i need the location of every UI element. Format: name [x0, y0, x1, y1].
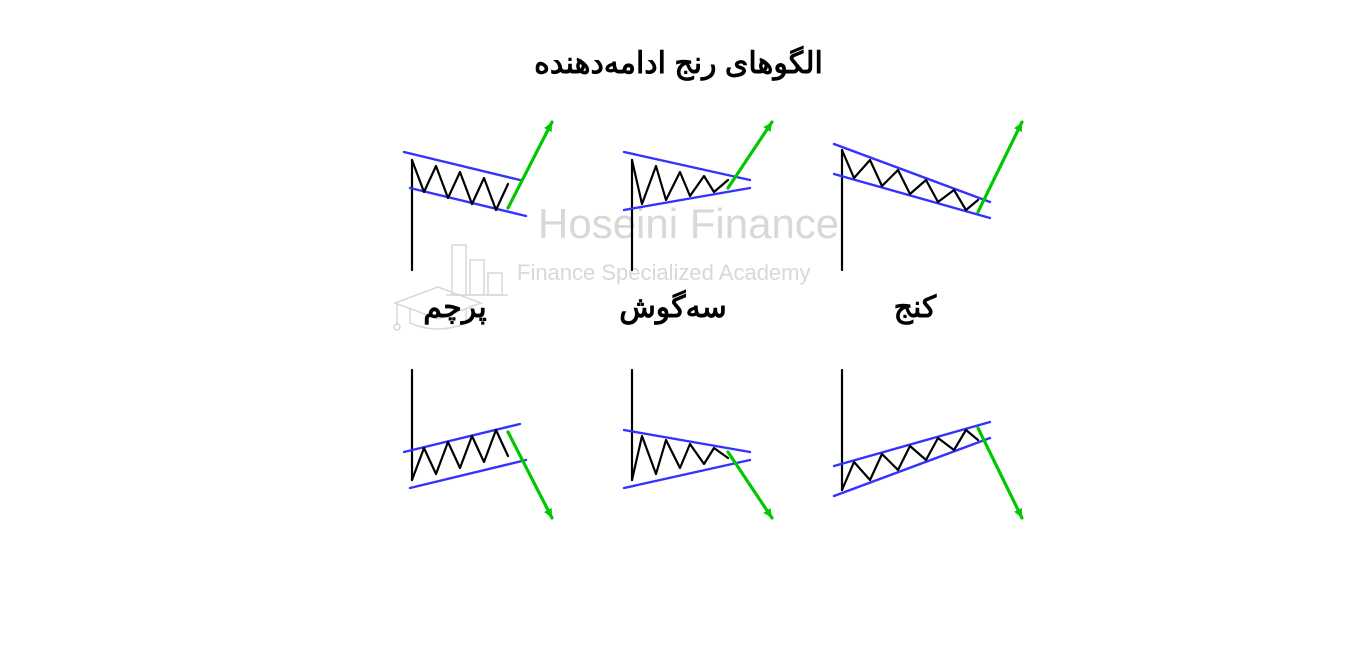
diagram-flag-bull	[390, 130, 620, 300]
diagram-pennant-bear	[610, 370, 840, 540]
diagram-pennant-bull	[610, 130, 840, 300]
diagram-wedge-bear	[820, 370, 1050, 540]
diagram-flag-bear	[390, 370, 620, 540]
diagram-wedge-bull	[820, 130, 1050, 300]
page-title: الگوهای رنج ادامه‌دهنده	[0, 46, 1357, 81]
